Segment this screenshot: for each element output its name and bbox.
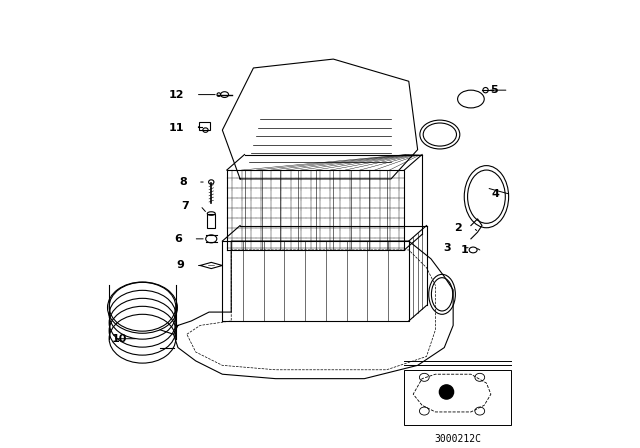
Circle shape	[440, 385, 454, 399]
Text: 4: 4	[492, 190, 500, 199]
Text: 7: 7	[181, 201, 189, 211]
Text: 8: 8	[179, 177, 187, 187]
Bar	[404, 370, 511, 425]
Text: 1: 1	[461, 245, 468, 255]
Text: 10: 10	[111, 334, 127, 344]
Text: 2: 2	[454, 223, 462, 233]
Text: 5: 5	[490, 85, 497, 95]
Text: 11: 11	[169, 123, 184, 133]
Text: 3000212C: 3000212C	[434, 434, 481, 444]
Bar	[199, 122, 211, 130]
Text: 9: 9	[177, 260, 184, 271]
Text: 12: 12	[169, 90, 184, 99]
Bar	[207, 215, 215, 228]
Text: 3: 3	[444, 243, 451, 253]
Text: 6: 6	[175, 234, 182, 244]
